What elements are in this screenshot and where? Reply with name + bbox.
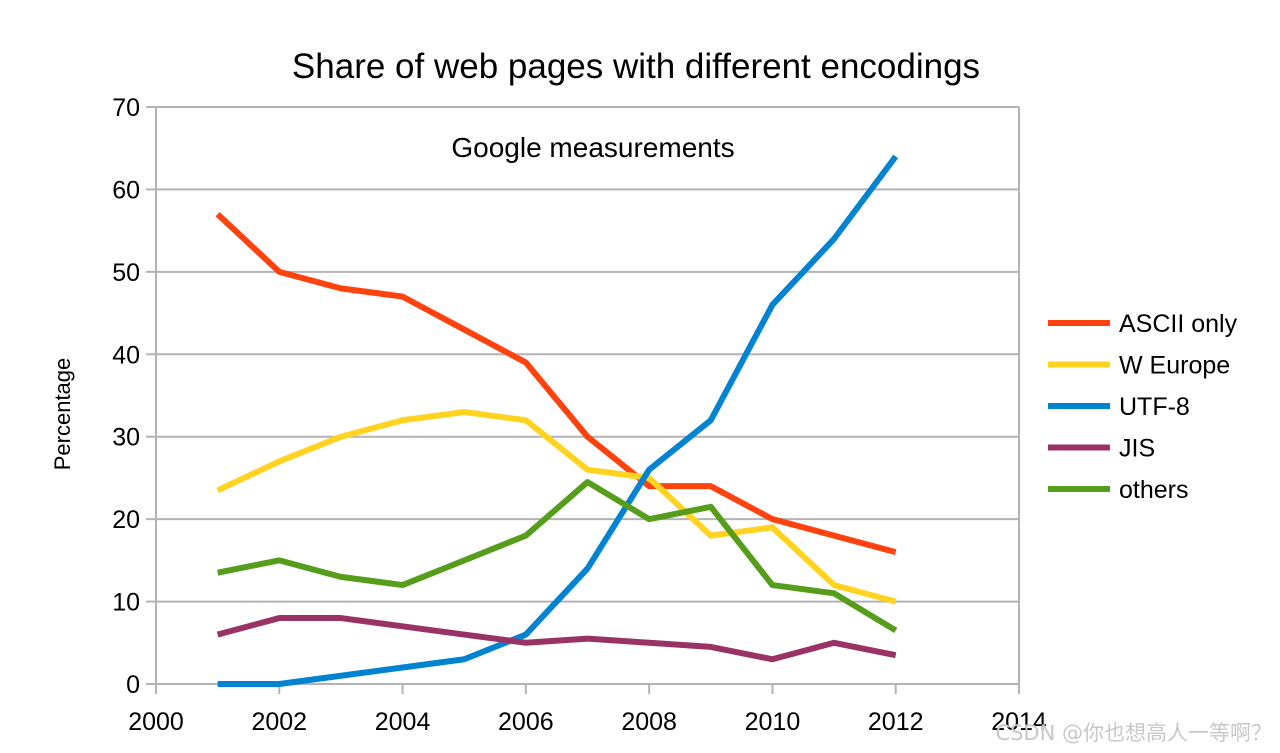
legend-label-utf-8: UTF-8 (1119, 393, 1190, 421)
chart-title: Share of web pages with different encodi… (292, 47, 980, 86)
series-lines (215, 154, 899, 687)
y-tick-label: 40 (112, 341, 140, 369)
legend-label-jis: JIS (1119, 435, 1155, 463)
legend: ASCII only W Europe UTF-8 JIS others (1048, 310, 1238, 504)
y-tick-label: 70 (112, 94, 140, 122)
x-tick-label: 2002 (251, 708, 307, 736)
legend-label-others: others (1119, 476, 1188, 504)
watermark: CSDN @你也想高人一等啊？ (995, 721, 1272, 745)
series-line-ascii-only (215, 211, 897, 556)
grid (156, 106, 1019, 685)
x-tick-label: 2008 (621, 708, 677, 736)
y-tick-label: 50 (112, 259, 140, 287)
y-tick-label: 30 (112, 424, 140, 452)
x-tick-label: 2000 (128, 708, 184, 736)
axes: 0 10 20 30 40 50 60 70 2000 2002 2004 2006 2008 2010 2… (112, 94, 1047, 736)
y-tick-label: 60 (112, 176, 140, 204)
legend-label-w-europe: W Europe (1119, 352, 1230, 380)
y-tick-label: 0 (126, 671, 140, 699)
y-axis-label: Percentage (50, 358, 75, 471)
series-line-others (217, 479, 898, 633)
y-tick-label: 20 (112, 506, 140, 534)
series-line-utf-8 (217, 154, 899, 687)
series-line-w-europe (216, 408, 897, 605)
chart-subtitle: Google measurements (451, 132, 734, 163)
x-tick-label: 2012 (868, 708, 924, 736)
series-line-jis (216, 615, 897, 663)
x-tick-label: 2010 (745, 708, 801, 736)
legend-label-ascii-only: ASCII only (1119, 310, 1238, 338)
x-tick-label: 2006 (498, 708, 554, 736)
y-tick-label: 10 (112, 589, 140, 617)
x-tick-label: 2014 (991, 708, 1047, 736)
x-tick-label: 2004 (375, 708, 431, 736)
